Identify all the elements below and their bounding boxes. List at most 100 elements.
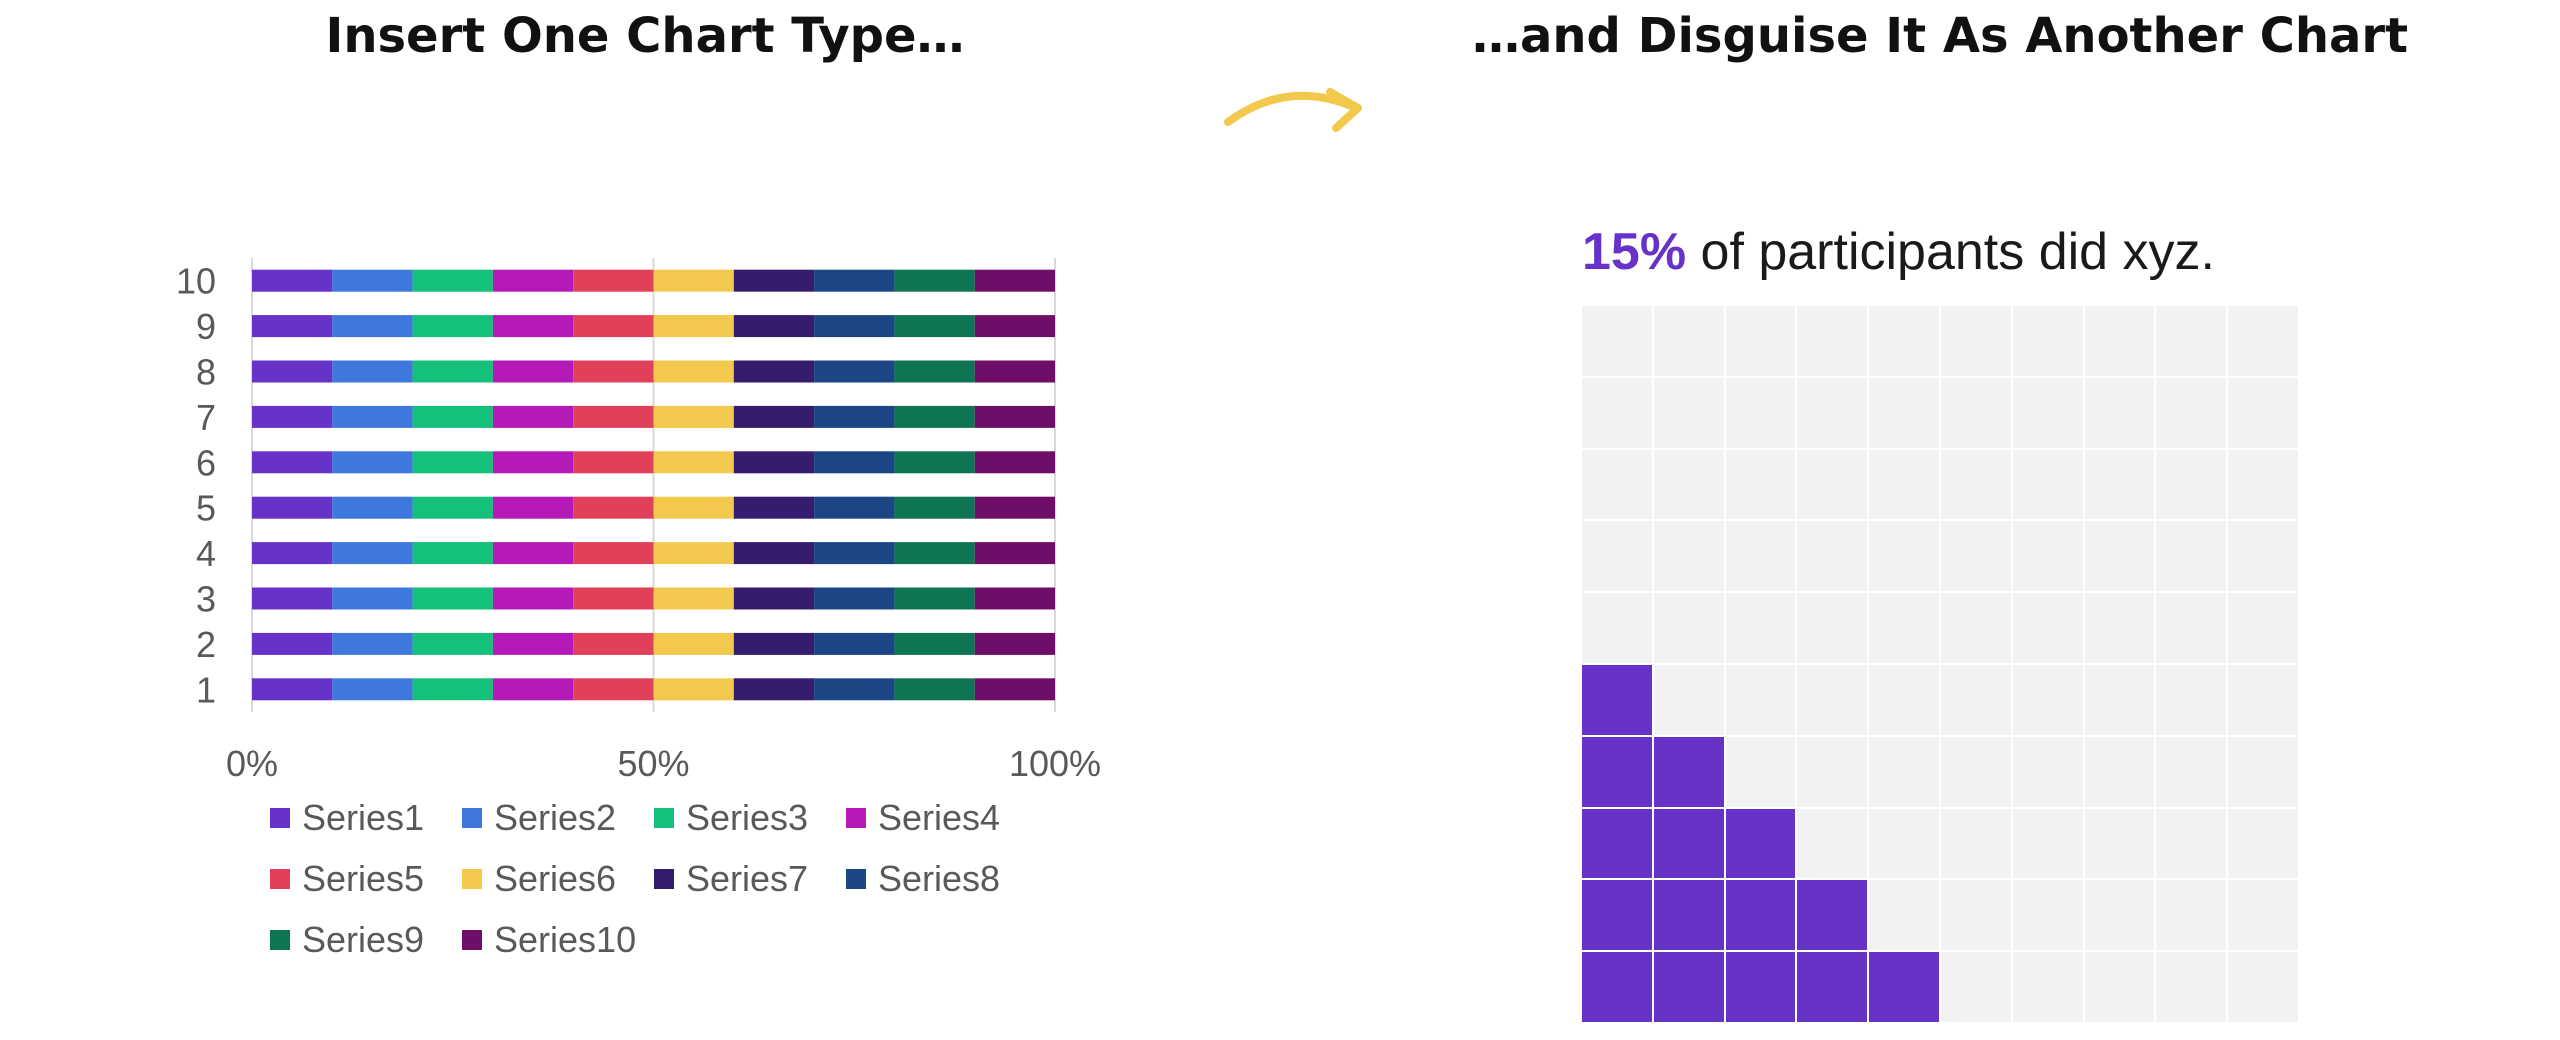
x-tick-label: 0% — [226, 743, 278, 784]
bar-segment-series10-row-7 — [974, 405, 1055, 428]
bar-segment-series8-row-3 — [814, 587, 895, 610]
waffle-cell-empty — [2084, 808, 2155, 879]
waffle-cell-empty — [1797, 377, 1868, 448]
waffle-cell-empty — [2156, 521, 2227, 592]
waffle-cell-empty — [1797, 306, 1868, 376]
waffle-cell-empty — [1941, 808, 2011, 879]
legend-label: Series4 — [878, 797, 1001, 838]
bar-segment-series4-row-5 — [492, 496, 574, 519]
bar-segment-series4-row-3 — [492, 587, 574, 610]
waffle-cell-filled — [1653, 736, 1724, 807]
chart-legend: Series1 Series2 Series3 Series4 Series5 Serie… — [270, 797, 1170, 960]
bar-segment-series3-row-8 — [412, 360, 493, 383]
legend-label: Series5 — [302, 858, 425, 899]
legend-swatch — [270, 930, 290, 950]
waffle-cell-empty — [1582, 449, 1652, 520]
waffle-cell-empty — [1941, 665, 2011, 735]
waffle-cell-empty — [2156, 808, 2227, 879]
x-tick-label: 50% — [617, 743, 689, 784]
curved-arrow-right-icon — [1224, 88, 1362, 132]
bar-segment-series4-row-2 — [492, 632, 574, 655]
waffle-cell-empty — [1941, 593, 2011, 663]
bar-segment-series1-row-10 — [252, 269, 333, 292]
legend-label: Series2 — [494, 797, 617, 838]
bar-segment-series7-row-2 — [733, 632, 815, 655]
waffle-cell-empty — [1725, 521, 1796, 592]
waffle-cell-empty — [2156, 449, 2227, 520]
waffle-cell-empty — [1869, 736, 1939, 807]
bar-segment-series2-row-2 — [332, 632, 413, 655]
bar-segment-series1-row-6 — [252, 451, 333, 474]
bar-segment-series1-row-3 — [252, 587, 333, 610]
legend-item-series7: Series7 — [654, 858, 812, 899]
waffle-cell-filled — [1725, 808, 1796, 879]
waffle-cell-empty — [2228, 449, 2298, 520]
bar-segment-series6-row-5 — [653, 496, 734, 519]
waffle-cell-empty — [1582, 593, 1652, 663]
category-tick-label: 6 — [196, 442, 216, 483]
legend-item-series8: Series8 — [846, 858, 1004, 899]
bar-segment-series5-row-7 — [573, 405, 654, 428]
category-tick-label: 9 — [196, 306, 216, 347]
bar-segment-series3-row-1 — [412, 678, 493, 701]
waffle-cell-filled — [1582, 952, 1652, 1022]
legend-swatch — [462, 869, 482, 889]
waffle-cell-empty — [1941, 521, 2011, 592]
legend-swatch — [846, 869, 866, 889]
bar-segment-series9-row-1 — [894, 678, 975, 701]
waffle-cell-empty — [1941, 377, 2011, 448]
waffle-cell-empty — [2156, 952, 2227, 1022]
legend-swatch — [270, 869, 290, 889]
bar-segment-series6-row-6 — [653, 451, 734, 474]
bar-segment-series6-row-1 — [653, 678, 734, 701]
legend-label: Series10 — [494, 919, 637, 960]
waffle-cell-empty — [1582, 377, 1652, 448]
waffle-cell-filled — [1725, 952, 1796, 1022]
bar-segment-series10-row-1 — [974, 678, 1055, 701]
waffle-cell-empty — [1797, 521, 1868, 592]
waffle-cell-empty — [2156, 306, 2227, 376]
bar-segment-series10-row-10 — [974, 269, 1055, 292]
bar-segment-series2-row-10 — [332, 269, 413, 292]
waffle-cell-empty — [2084, 736, 2155, 807]
bar-segment-series8-row-9 — [814, 315, 895, 338]
bar-segment-series9-row-7 — [894, 405, 975, 428]
bar-segment-series1-row-4 — [252, 542, 333, 565]
bar-segment-series2-row-5 — [332, 496, 413, 519]
bar-segment-series5-row-2 — [573, 632, 654, 655]
legend-swatch — [270, 808, 290, 828]
waffle-cell-empty — [2012, 952, 2083, 1022]
bar-segment-series1-row-2 — [252, 632, 333, 655]
waffle-cell-empty — [1725, 736, 1796, 807]
waffle-cell-empty — [2012, 880, 2083, 951]
bar-segment-series8-row-7 — [814, 405, 895, 428]
category-tick-label: 7 — [196, 397, 216, 438]
waffle-cell-empty — [2228, 521, 2298, 592]
waffle-cell-empty — [1725, 377, 1796, 448]
bar-segment-series5-row-4 — [573, 542, 654, 565]
waffle-cell-empty — [1941, 952, 2011, 1022]
bar-segment-series4-row-7 — [492, 405, 574, 428]
bar-segment-series7-row-1 — [733, 678, 815, 701]
bar-segment-series1-row-8 — [252, 360, 333, 383]
waffle-cell-empty — [2084, 449, 2155, 520]
bar-segment-series3-row-4 — [412, 542, 493, 565]
bar-segment-series10-row-9 — [974, 315, 1055, 338]
waffle-cell-filled — [1582, 736, 1652, 807]
bar-segment-series4-row-9 — [492, 315, 574, 338]
legend-label: Series3 — [686, 797, 809, 838]
waffle-cell-empty — [2156, 377, 2227, 448]
bar-segment-series5-row-1 — [573, 678, 654, 701]
bar-segment-series9-row-9 — [894, 315, 975, 338]
waffle-cell-empty — [2156, 593, 2227, 663]
waffle-cell-empty — [1582, 521, 1652, 592]
waffle-cell-empty — [2228, 593, 2298, 663]
legend-swatch — [462, 930, 482, 950]
waffle-cell-empty — [1869, 808, 1939, 879]
bar-segment-series8-row-10 — [814, 269, 895, 292]
bar-segment-series4-row-8 — [492, 360, 574, 383]
waffle-cell-empty — [2084, 377, 2155, 448]
waffle-cell-empty — [2012, 449, 2083, 520]
category-tick-label: 3 — [196, 579, 216, 620]
waffle-cell-empty — [2228, 665, 2298, 735]
